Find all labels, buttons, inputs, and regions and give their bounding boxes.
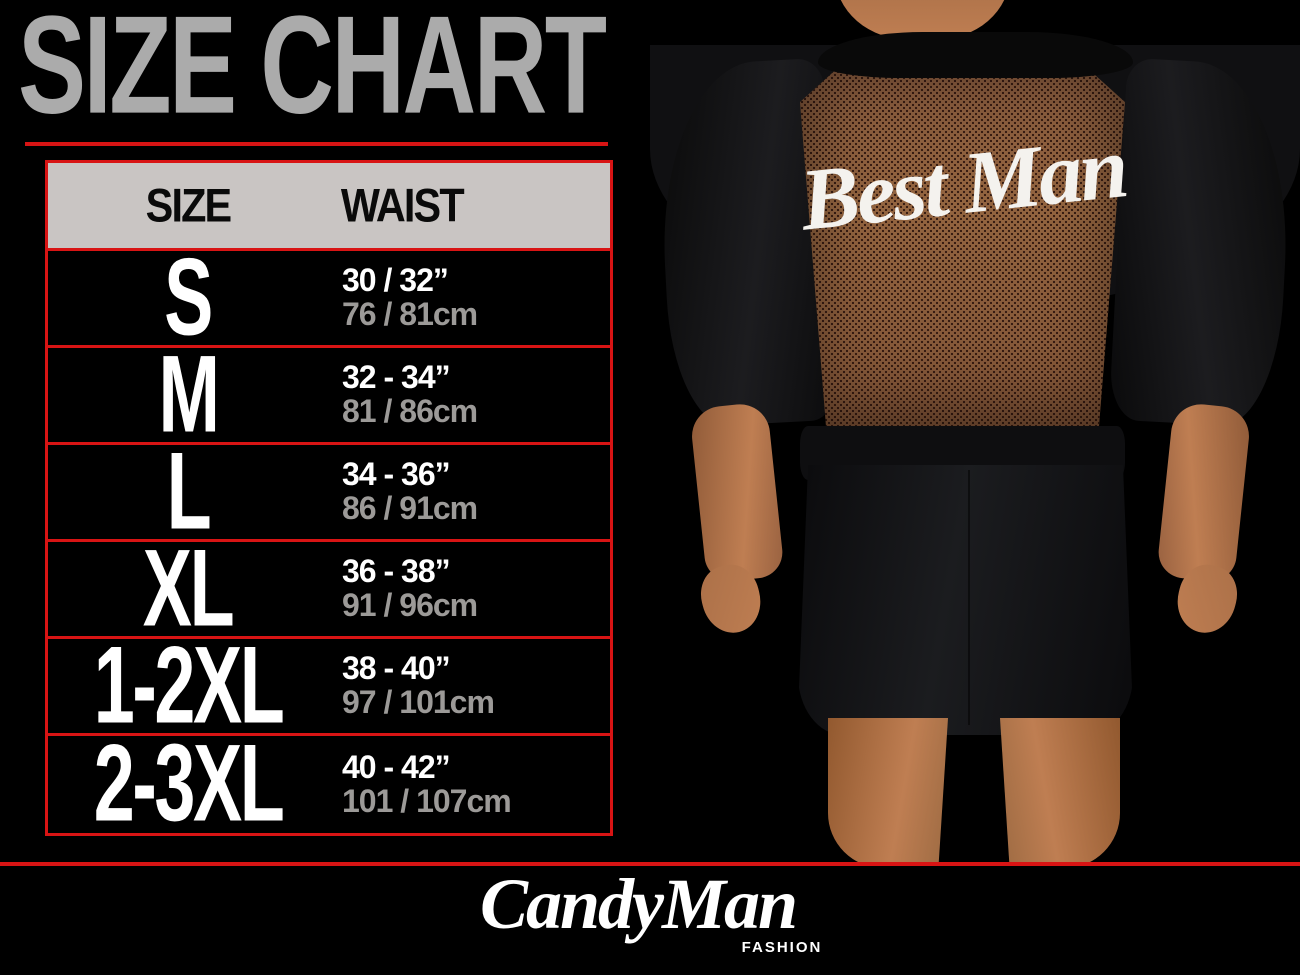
- svg-text:CandyMan: CandyMan: [480, 864, 796, 944]
- svg-text:FASHION: FASHION: [742, 939, 823, 956]
- svg-text:Best Man: Best Man: [795, 119, 1130, 250]
